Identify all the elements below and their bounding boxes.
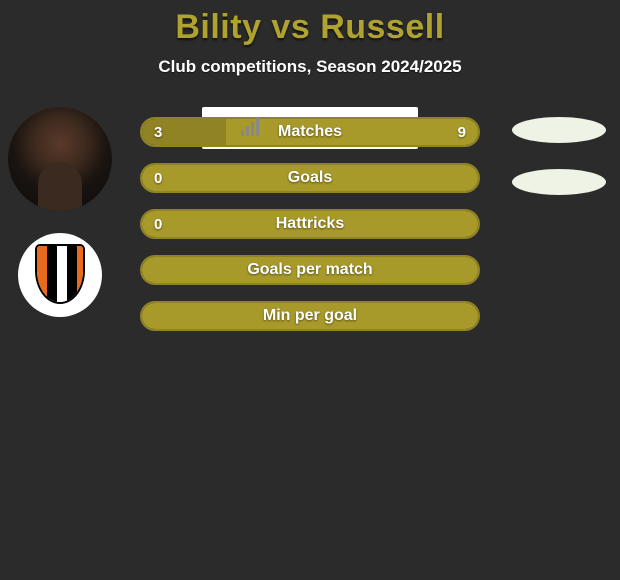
club-logo [18,233,102,317]
stat-bar: 0Hattricks [140,209,480,239]
stat-label: Goals per match [142,257,478,283]
chart-icon [241,120,261,136]
page-title: Bility vs Russell [0,8,620,47]
stat-bar: Goals per match [140,255,480,285]
stat-label: Hattricks [142,211,478,237]
stat-label: Goals [142,165,478,191]
stat-label: Min per goal [142,303,478,329]
club-logo-shield [27,242,93,308]
subtitle: Club competitions, Season 2024/2025 [0,57,620,77]
stat-bar: 39Matches [140,117,480,147]
player-photo [8,107,112,211]
stat-bar: 0Goals [140,163,480,193]
stat-label: Matches [142,119,478,145]
left-column [8,107,112,317]
widget-root: Bility vs Russell Club competitions, Sea… [0,0,620,187]
placeholder-ellipse [512,169,606,195]
right-column [512,117,606,221]
bars-area: 39Matches 0Goals 0Hattricks Goals per match… [140,117,480,347]
placeholder-ellipse [512,117,606,143]
stat-bar: Min per goal [140,301,480,331]
